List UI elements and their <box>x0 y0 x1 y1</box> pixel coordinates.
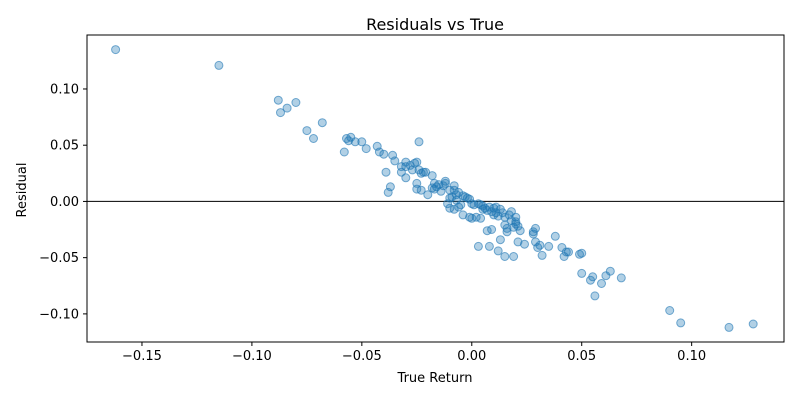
data-point <box>385 182 395 192</box>
data-point <box>491 202 501 212</box>
data-point <box>291 98 301 107</box>
data-point <box>520 239 529 249</box>
data-point <box>748 319 758 329</box>
data-point <box>418 167 428 177</box>
plot-frame <box>86 34 785 343</box>
y-axis-title: Residual <box>15 163 30 218</box>
data-point <box>577 248 587 258</box>
data-point <box>511 217 521 227</box>
y-tick-label: −0.10 <box>39 307 79 322</box>
data-point <box>493 246 503 256</box>
data-point <box>111 45 121 55</box>
data-point <box>273 95 283 105</box>
data-point <box>590 291 600 301</box>
chart-title: Residuals vs True <box>366 15 504 34</box>
data-point <box>597 279 606 288</box>
data-point <box>513 237 523 247</box>
data-point <box>361 144 371 154</box>
data-point <box>317 118 327 128</box>
data-point <box>564 247 573 257</box>
data-point <box>350 137 360 147</box>
data-point <box>339 147 349 157</box>
data-point <box>502 227 512 237</box>
data-point <box>515 226 525 236</box>
data-point <box>390 156 400 166</box>
y-axis: −0.10 −0.05 0.00 0.05 0.10 <box>39 82 87 322</box>
data-point <box>498 208 508 218</box>
data-point <box>724 322 734 332</box>
x-tick-label: −0.10 <box>232 349 272 364</box>
data-point <box>423 190 433 200</box>
y-tick-label: 0.00 <box>50 195 79 210</box>
data-point <box>537 250 547 260</box>
data-point <box>476 213 486 223</box>
x-tick-label: −0.05 <box>342 349 382 364</box>
data-point <box>381 167 391 177</box>
data-point <box>374 147 384 157</box>
x-axis: −0.15 −0.10 −0.05 0.00 0.05 0.10 <box>122 342 706 364</box>
y-tick-label: 0.10 <box>50 82 79 97</box>
data-point <box>449 185 459 195</box>
y-tick-label: 0.05 <box>50 139 79 154</box>
x-axis-title: True Return <box>397 371 473 386</box>
data-point <box>588 272 598 282</box>
data-point <box>379 149 389 159</box>
data-point <box>440 176 450 186</box>
data-point <box>407 165 417 175</box>
x-tick-label: 0.05 <box>567 349 596 364</box>
data-point <box>550 231 560 241</box>
data-point <box>535 240 545 250</box>
data-point <box>616 273 626 283</box>
data-point <box>473 241 483 251</box>
data-point <box>427 171 437 181</box>
data-point <box>309 134 318 143</box>
data-point <box>416 185 426 195</box>
data-point <box>605 266 615 276</box>
data-point <box>357 137 367 147</box>
x-tick-label: 0.10 <box>677 349 706 364</box>
data-point <box>302 126 312 136</box>
data-point <box>509 252 519 261</box>
data-point <box>531 223 540 233</box>
data-point <box>449 204 459 214</box>
data-point <box>412 157 422 167</box>
data-point <box>458 210 468 220</box>
data-point <box>513 221 523 231</box>
data-point <box>487 225 497 234</box>
data-point <box>676 318 686 328</box>
data-point <box>502 223 512 233</box>
data-point <box>282 103 292 113</box>
data-point <box>561 247 571 257</box>
data-point <box>401 173 411 183</box>
y-tick-label: −0.05 <box>39 251 79 266</box>
data-point <box>276 108 285 118</box>
data-point <box>484 241 494 251</box>
data-point <box>500 252 510 261</box>
data-point <box>456 200 466 210</box>
data-point <box>214 60 224 70</box>
x-tick-label: 0.00 <box>457 349 486 364</box>
data-point <box>414 137 424 147</box>
data-point <box>577 268 587 278</box>
plot-area <box>87 45 784 332</box>
x-tick-label: −0.15 <box>122 349 162 364</box>
data-point <box>544 241 554 251</box>
data-point <box>665 306 675 315</box>
data-point <box>495 235 505 245</box>
data-point <box>440 178 450 188</box>
